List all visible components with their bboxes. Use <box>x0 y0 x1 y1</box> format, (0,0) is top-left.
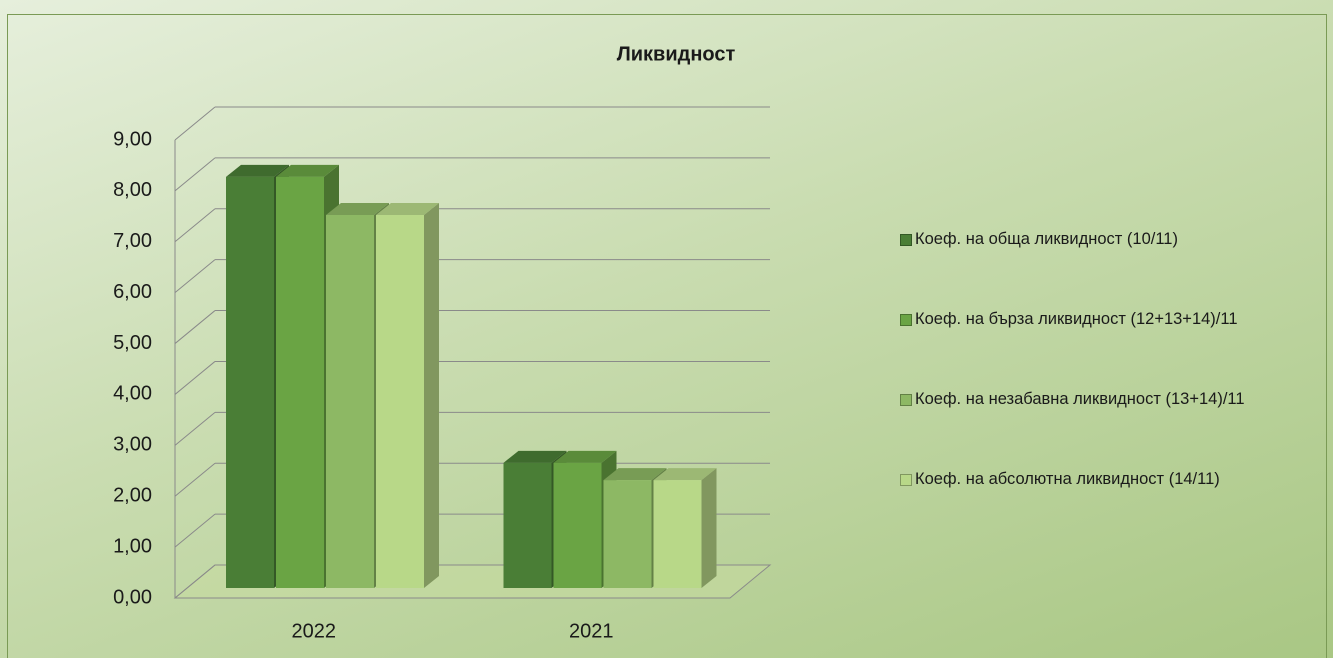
y-tick-label: 3,00 <box>113 434 152 456</box>
y-tick-label: 0,00 <box>113 586 152 608</box>
frame <box>7 14 1327 658</box>
bar-top <box>503 450 567 463</box>
legend-item: Коеф. на бърза ликвидност (12+13+14)/11 <box>900 306 1302 332</box>
y-tick-label: 1,00 <box>113 535 152 557</box>
legend-item: Коеф. на обща ликвидност (10/11) <box>900 226 1302 252</box>
grid-line <box>174 310 216 344</box>
y-tick-label: 6,00 <box>113 281 152 303</box>
y-tick-label: 9,00 <box>113 128 152 150</box>
y-tick-label: 8,00 <box>113 179 152 201</box>
legend-swatch <box>900 234 912 246</box>
bar <box>276 176 324 588</box>
x-tick-label: 2022 <box>292 620 337 642</box>
legend-item: Коеф. на абсолютна ликвидност (14/11) <box>900 466 1302 492</box>
bar-top <box>376 202 439 215</box>
grid-line <box>174 259 216 294</box>
legend-swatch <box>900 314 912 326</box>
bar-top <box>553 450 617 463</box>
bar <box>603 480 652 588</box>
bar <box>376 214 424 589</box>
legend-swatch <box>900 394 912 406</box>
bar-top <box>276 164 339 177</box>
y-tick-label: 4,00 <box>113 383 152 405</box>
grid-line <box>174 513 216 548</box>
grid-line <box>174 564 216 599</box>
bar <box>226 176 274 588</box>
bar-side <box>701 468 717 588</box>
grid-line <box>174 361 216 395</box>
bar-top <box>226 164 289 177</box>
bar-side <box>424 202 439 589</box>
y-tick-label: 5,00 <box>113 332 152 354</box>
grid-line <box>174 106 216 141</box>
legend-label: Коеф. на обща ликвидност (10/11) <box>915 230 1178 248</box>
x-tick-label: 2021 <box>569 620 614 642</box>
y-tick-label: 7,00 <box>113 230 152 252</box>
y-tick-label: 2,00 <box>113 485 152 507</box>
grid-line <box>174 462 216 497</box>
legend-swatch <box>900 474 912 486</box>
bar-top <box>326 202 389 215</box>
bar <box>503 462 552 588</box>
grid-line <box>174 157 216 192</box>
bar-top <box>603 468 667 481</box>
bar <box>653 480 702 588</box>
bar <box>326 214 374 589</box>
legend-label: Коеф. на незабавна ликвидност (13+14)/11 <box>915 390 1245 408</box>
grid-line <box>174 208 216 243</box>
legend-item: Коеф. на незабавна ликвидност (13+14)/11 <box>900 386 1302 412</box>
legend-label: Коеф. на абсолютна ликвидност (14/11) <box>915 470 1220 488</box>
bar <box>553 462 602 588</box>
legend-label: Коеф. на бърза ликвидност (12+13+14)/11 <box>915 310 1238 328</box>
grid-line <box>174 411 216 446</box>
bar-top <box>653 468 717 481</box>
chart-title: Ликвидност <box>617 43 736 65</box>
